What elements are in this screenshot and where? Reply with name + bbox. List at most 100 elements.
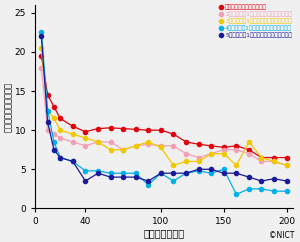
- 3サイクルに1サイクルだけ視覚情報提示: [40, 46, 43, 49]
- 4サイクルに1サイクルだけ視覚情報提示: [172, 180, 175, 182]
- 2サイクルに1サイクルだけ視覚情報提示: [209, 152, 213, 155]
- 3サイクルに1サイクルだけ視覚情報提示: [222, 152, 226, 155]
- 3サイクルに1サイクルだけ視覚情報提示: [285, 164, 289, 167]
- 全サイクルで視覚情報提示: [235, 144, 238, 147]
- 5サイクルに1サイクルだけ視覚情報提示: [260, 180, 263, 182]
- 5サイクルに1サイクルだけ視覚情報提示: [40, 35, 43, 38]
- 4サイクルに1サイクルだけ視覚情報提示: [197, 169, 200, 172]
- 3サイクルに1サイクルだけ視覚情報提示: [272, 160, 276, 163]
- 全サイクルで視覚情報提示: [146, 129, 150, 132]
- 3サイクルに1サイクルだけ視覚情報提示: [197, 160, 200, 163]
- 2サイクルに1サイクルだけ視覚情報提示: [40, 66, 43, 69]
- 全サイクルで視覚情報提示: [121, 127, 125, 130]
- 4サイクルに1サイクルだけ視覚情報提示: [209, 172, 213, 175]
- 4サイクルに1サイクルだけ視覚情報提示: [134, 172, 137, 175]
- 5サイクルに1サイクルだけ視覚情報提示: [96, 172, 100, 175]
- 5サイクルに1サイクルだけ視覚情報提示: [121, 176, 125, 179]
- 4サイクルに1サイクルだけ視覚情報提示: [146, 183, 150, 186]
- 4サイクルに1サイクルだけ視覚情報提示: [260, 187, 263, 190]
- 全サイクルで視覚情報提示: [134, 128, 137, 131]
- 4サイクルに1サイクルだけ視覚情報提示: [96, 169, 100, 172]
- 3サイクルに1サイクルだけ視覚情報提示: [209, 152, 213, 155]
- 5サイクルに1サイクルだけ視覚情報提示: [46, 121, 50, 124]
- 4サイクルに1サイクルだけ視覚情報提示: [272, 190, 276, 193]
- 4サイクルに1サイクルだけ視覚情報提示: [46, 109, 50, 112]
- 全サイクルで視覚情報提示: [159, 129, 163, 132]
- 3サイクルに1サイクルだけ視覚情報提示: [46, 109, 50, 112]
- 2サイクルに1サイクルだけ視覚情報提示: [121, 148, 125, 151]
- 3サイクルに1サイクルだけ視覚情報提示: [134, 144, 137, 147]
- 5サイクルに1サイクルだけ視覚情報提示: [146, 180, 150, 182]
- 2サイクルに1サイクルだけ視覚情報提示: [84, 144, 87, 147]
- 5サイクルに1サイクルだけ視覚情報提示: [159, 172, 163, 175]
- Text: ©NICT: ©NICT: [268, 231, 294, 240]
- Line: 4サイクルに1サイクルだけ視覚情報提示: 4サイクルに1サイクルだけ視覚情報提示: [39, 30, 290, 197]
- 2サイクルに1サイクルだけ視覚情報提示: [46, 129, 50, 132]
- 全サイクルで視覚情報提示: [197, 143, 200, 146]
- 4サイクルに1サイクルだけ視覚情報提示: [121, 172, 125, 175]
- 5サイクルに1サイクルだけ視覚情報提示: [247, 176, 251, 179]
- 3サイクルに1サイクルだけ視覚情報提示: [71, 133, 75, 136]
- 3サイクルに1サイクルだけ視覚情報提示: [146, 140, 150, 143]
- 3サイクルに1サイクルだけ視覚情報提示: [184, 160, 188, 163]
- 4サイクルに1サイクルだけ視覚情報提示: [159, 172, 163, 175]
- 全サイクルで視覚情報提示: [96, 127, 100, 130]
- 全サイクルで視覚情報提示: [260, 156, 263, 159]
- 2サイクルに1サイクルだけ視覚情報提示: [260, 160, 263, 163]
- 2サイクルに1サイクルだけ視覚情報提示: [222, 148, 226, 151]
- 3サイクルに1サイクルだけ視覚情報提示: [96, 140, 100, 143]
- Y-axis label: 目標の運動からの誤差: 目標の運動からの誤差: [4, 82, 13, 132]
- 5サイクルに1サイクルだけ視覚情報提示: [52, 148, 56, 151]
- 全サイクルで視覚情報提示: [209, 144, 213, 147]
- 全サイクルで視覚情報提示: [184, 140, 188, 143]
- 4サイクルに1サイクルだけ視覚情報提示: [235, 193, 238, 196]
- 2サイクルに1サイクルだけ視覚情報提示: [52, 133, 56, 136]
- 5サイクルに1サイクルだけ視覚情報提示: [71, 160, 75, 163]
- 2サイクルに1サイクルだけ視覚情報提示: [109, 140, 112, 143]
- 3サイクルに1サイクルだけ視覚情報提示: [109, 148, 112, 151]
- 2サイクルに1サイクルだけ視覚情報提示: [247, 152, 251, 155]
- 5サイクルに1サイクルだけ視覚情報提示: [109, 176, 112, 179]
- 3サイクルに1サイクルだけ視覚情報提示: [172, 164, 175, 167]
- 2サイクルに1サイクルだけ視覚情報提示: [134, 144, 137, 147]
- 4サイクルに1サイクルだけ視覚情報提示: [84, 169, 87, 172]
- 4サイクルに1サイクルだけ視覚情報提示: [71, 160, 75, 163]
- 全サイクルで視覚情報提示: [109, 126, 112, 129]
- 3サイクルに1サイクルだけ視覚情報提示: [260, 156, 263, 159]
- 全サイクルで視覚情報提示: [58, 117, 62, 120]
- 2サイクルに1サイクルだけ視覚情報提示: [235, 148, 238, 151]
- 4サイクルに1サイクルだけ視覚情報提示: [184, 172, 188, 175]
- 3サイクルに1サイクルだけ視覚情報提示: [235, 164, 238, 167]
- 全サイクルで視覚情報提示: [172, 133, 175, 136]
- Line: 全サイクルで視覚情報提示: 全サイクルで視覚情報提示: [39, 53, 290, 160]
- 全サイクルで視覚情報提示: [84, 130, 87, 133]
- 全サイクルで視覚情報提示: [272, 156, 276, 159]
- 2サイクルに1サイクルだけ視覚情報提示: [58, 136, 62, 139]
- 5サイクルに1サイクルだけ視覚情報提示: [272, 177, 276, 180]
- 4サイクルに1サイクルだけ視覚情報提示: [109, 172, 112, 175]
- 3サイクルに1サイクルだけ視覚情報提示: [52, 117, 56, 120]
- 全サイクルで視覚情報提示: [71, 125, 75, 128]
- 全サイクルで視覚情報提示: [247, 148, 251, 151]
- 5サイクルに1サイクルだけ視覚情報提示: [209, 168, 213, 171]
- 2サイクルに1サイクルだけ視覚情報提示: [197, 156, 200, 159]
- 5サイクルに1サイクルだけ視覚情報提示: [197, 168, 200, 171]
- Legend: 全サイクルで視覚情報提示, 2サイクルに1サイクルだけ視覚情報提示, 3サイクルに1サイクルだけ視覚情報提示, 4サイクルに1サイクルだけ視覚情報提示, 5サイ: 全サイクルで視覚情報提示, 2サイクルに1サイクルだけ視覚情報提示, 3サイクル…: [219, 4, 292, 39]
- 5サイクルに1サイクルだけ視覚情報提示: [184, 172, 188, 175]
- 5サイクルに1サイクルだけ視覚情報提示: [134, 176, 137, 179]
- 5サイクルに1サイクルだけ視覚情報提示: [235, 172, 238, 175]
- 2サイクルに1サイクルだけ視覚情報提示: [184, 152, 188, 155]
- 4サイクルに1サイクルだけ視覚情報提示: [40, 31, 43, 34]
- 4サイクルに1サイクルだけ視覚情報提示: [222, 168, 226, 171]
- 3サイクルに1サイクルだけ視覚情報提示: [247, 140, 251, 143]
- Line: 2サイクルに1サイクルだけ視覚情報提示: 2サイクルに1サイクルだけ視覚情報提示: [39, 65, 290, 168]
- 2サイクルに1サイクルだけ視覚情報提示: [285, 164, 289, 167]
- 3サイクルに1サイクルだけ視覚情報提示: [121, 148, 125, 151]
- 全サイクルで視覚情報提示: [222, 146, 226, 149]
- 2サイクルに1サイクルだけ視覚情報提示: [159, 144, 163, 147]
- 5サイクルに1サイクルだけ視覚情報提示: [285, 180, 289, 182]
- Line: 3サイクルに1サイクルだけ視覚情報提示: 3サイクルに1サイクルだけ視覚情報提示: [39, 45, 290, 168]
- 2サイクルに1サイクルだけ視覚情報提示: [272, 160, 276, 163]
- 4サイクルに1サイクルだけ視覚情報提示: [285, 190, 289, 193]
- 4サイクルに1サイクルだけ視覚情報提示: [58, 156, 62, 159]
